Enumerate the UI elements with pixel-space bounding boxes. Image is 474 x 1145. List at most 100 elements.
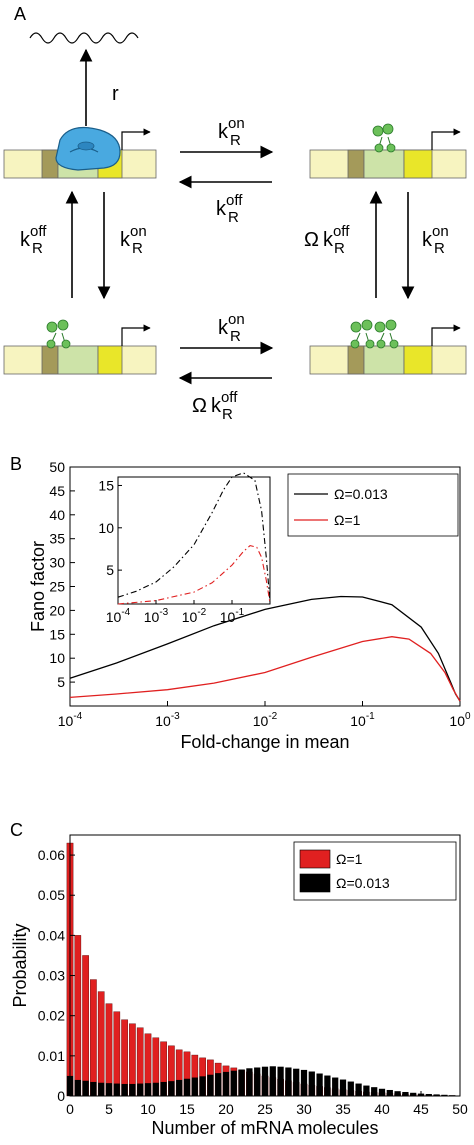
series-line-1 xyxy=(69,636,461,702)
dna-top-right xyxy=(309,128,467,179)
inset-y-tick-label: 10 xyxy=(98,520,114,536)
bar-omega-0013 xyxy=(113,1083,120,1096)
bar-omega-0013 xyxy=(425,1093,432,1096)
y-axis-label: Fano factor xyxy=(28,541,48,632)
bar-omega-0013 xyxy=(199,1076,206,1096)
bar-omega-0013 xyxy=(316,1073,323,1096)
y-tick-label: 0 xyxy=(57,1088,65,1104)
bar-omega-0013 xyxy=(152,1082,159,1096)
svg-text:kon: kon xyxy=(422,223,449,251)
legend-swatch xyxy=(299,873,331,893)
y-tick-label: 10 xyxy=(49,650,65,666)
bar-omega-0013 xyxy=(90,1081,97,1096)
y-axis-label: Probability xyxy=(10,923,30,1007)
y-tick-label: 0.04 xyxy=(38,927,65,943)
inset-y-tick-label: 15 xyxy=(98,477,114,493)
fano-chart: 5 10 15 20 25 30 35 40 45 50 10-4 10-3 10-2 10-1 100 Fo… xyxy=(28,459,471,752)
svg-text:R: R xyxy=(230,328,241,345)
panel-letter-a: A xyxy=(14,4,26,24)
x-tick-label: 5 xyxy=(105,1101,113,1117)
x-tick-label: 35 xyxy=(335,1101,351,1117)
x-tick-label: 10-2 xyxy=(253,711,278,729)
y-tick-label: 0.05 xyxy=(38,887,65,903)
inset-x-tick-label: 10-4 xyxy=(106,607,131,625)
bar-omega-0013 xyxy=(191,1077,198,1096)
bar-omega-1 xyxy=(105,1003,113,1097)
bar-omega-1 xyxy=(97,991,105,1097)
y-tick-label: 20 xyxy=(49,602,65,618)
bar-omega-0013 xyxy=(339,1079,347,1096)
bar-omega-0013 xyxy=(222,1071,230,1096)
x-tick-label: 10-1 xyxy=(350,711,375,729)
dna-bottom-left xyxy=(3,324,157,375)
y-tick-label: 35 xyxy=(49,531,65,547)
bar-omega-0013 xyxy=(230,1070,237,1096)
svg-text:R: R xyxy=(32,240,43,257)
x-axis-label: Number of mRNA molecules xyxy=(151,1118,378,1138)
x-tick-label: 100 xyxy=(449,711,471,729)
panel-a: A r xyxy=(3,4,467,423)
bar-omega-0013 xyxy=(254,1067,261,1096)
x-tick-label: 40 xyxy=(374,1101,390,1117)
bar-omega-0013 xyxy=(137,1083,144,1096)
rate-label-bottom-on: kon R xyxy=(218,311,245,345)
bar-omega-0013 xyxy=(160,1081,167,1096)
bar-omega-0013 xyxy=(183,1078,191,1096)
bar-omega-0013 xyxy=(386,1089,393,1096)
legend-entry: Ω=0.013 xyxy=(336,875,390,891)
x-tick-label: 10-4 xyxy=(58,711,83,729)
bar-omega-0013 xyxy=(355,1083,362,1096)
bar-omega-0013 xyxy=(246,1068,253,1096)
bar-omega-0013 xyxy=(215,1073,222,1096)
x-tick-label: 0 xyxy=(66,1101,74,1117)
bar-omega-0013 xyxy=(238,1069,245,1096)
bar-omega-0013 xyxy=(168,1081,175,1096)
legend-swatch xyxy=(299,849,331,869)
bar-omega-1 xyxy=(74,935,82,1097)
rate-r: r xyxy=(112,83,119,105)
y-tick-label: 0.03 xyxy=(38,968,65,984)
bar-omega-0013 xyxy=(82,1080,89,1096)
bar-omega-0013 xyxy=(332,1077,339,1096)
svg-text:R: R xyxy=(228,209,239,226)
legend xyxy=(287,473,459,537)
x-tick-label: 25 xyxy=(257,1101,273,1117)
bar-omega-0013 xyxy=(347,1081,354,1096)
y-tick-label: 5 xyxy=(57,674,65,690)
bar-omega-0013 xyxy=(105,1083,113,1096)
svg-text:koff: koff xyxy=(216,192,243,220)
svg-text:kon: kon xyxy=(120,223,147,251)
svg-text:kon: kon xyxy=(218,115,245,143)
inset-y-tick-label: 5 xyxy=(106,562,114,578)
svg-text:R: R xyxy=(434,240,445,257)
svg-text:R: R xyxy=(230,132,241,149)
rate-label-left-on: kon R xyxy=(120,223,147,257)
x-tick-label: 45 xyxy=(413,1101,429,1117)
bar-omega-0013 xyxy=(410,1092,417,1096)
repressor-icon xyxy=(350,319,399,349)
y-tick-label: 40 xyxy=(49,507,65,523)
panel-c: C 0 0.01 0.02 0.03 0.04 0.05 0.06 0 5 10 15 20 25 30 3… xyxy=(10,820,468,1138)
panel-letter-b: B xyxy=(10,454,22,474)
bar-omega-0013 xyxy=(74,1079,81,1096)
svg-text:kon: kon xyxy=(218,311,245,339)
panel-b: B 5 10 15 20 25 30 35 40 45 50 10-4 10-3 10-2 10-1 100… xyxy=(10,454,471,752)
bar-omega-0013 xyxy=(433,1094,440,1096)
mrna-icon xyxy=(29,32,139,44)
inset-x-tick-label: 10-3 xyxy=(144,607,169,625)
rate-label-right-on: kon R xyxy=(422,223,449,257)
y-tick-label: 45 xyxy=(49,483,65,499)
rate-label-top-on: kon R xyxy=(218,115,245,149)
x-tick-label: 15 xyxy=(179,1101,195,1117)
y-tick-label: 0.02 xyxy=(38,1008,65,1024)
bar-omega-0013 xyxy=(402,1091,409,1096)
rate-label-top-off: koff R xyxy=(216,192,243,226)
y-tick-label: 15 xyxy=(49,626,65,642)
y-tick-label: 30 xyxy=(49,555,65,571)
x-tick-label: 10 xyxy=(140,1101,156,1117)
dna-bottom-right xyxy=(309,324,467,375)
